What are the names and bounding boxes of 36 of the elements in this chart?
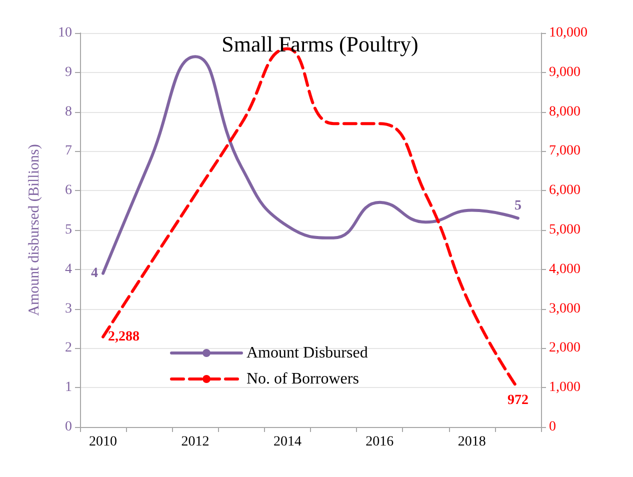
y2-tick-label: 3,000 (549, 301, 580, 316)
chart-title: Small Farms (Poultry) (222, 32, 418, 56)
line-series (102, 55, 520, 275)
y-axis-title: Amount disbursed (Billions) (26, 144, 42, 316)
x-tick-label: 2012 (181, 434, 210, 450)
y-tick-label: 2 (65, 340, 72, 356)
y2-tick-label: 1,000 (549, 380, 580, 396)
y2-tick-label: 5,000 (549, 222, 580, 238)
y2-tick-label: 8,000 (549, 104, 580, 120)
y-tick-label: 7 (65, 144, 72, 159)
y-tick-label: 0 (65, 420, 72, 434)
y2-tick-label: 10,000 (549, 26, 588, 40)
x-tick-label: 2014 (273, 434, 302, 450)
y-tick-label: 8 (65, 104, 72, 120)
y2-tick-label: 9,000 (549, 64, 580, 80)
x-tick-label: 2016 (366, 434, 394, 450)
y-tick-label: 6 (65, 183, 72, 198)
data-label: 4 (91, 266, 98, 281)
y-tick-label: 5 (65, 222, 72, 238)
data-label: 972 (507, 393, 528, 408)
data-label: 5 (514, 198, 522, 214)
y-tick-label: 1 (65, 380, 72, 396)
y2-tick-label: 0 (549, 420, 556, 434)
y-tick-label: 4 (65, 262, 72, 277)
legend-label: Amount Disbursed (246, 344, 368, 362)
y2-tick-label: 6,000 (549, 183, 580, 198)
y-tick-label: 10 (58, 26, 72, 40)
x-tick-label: 2018 (458, 434, 486, 450)
y-tick-label: 9 (65, 64, 72, 80)
y2-tick-label: 7,000 (549, 144, 580, 159)
y2-tick-label: 2,000 (549, 340, 580, 356)
y-tick-label: 3 (65, 301, 72, 316)
legend-label: No. of Borrowers (246, 370, 359, 388)
y2-tick-label: 4,000 (549, 262, 580, 277)
data-label: 2,288 (108, 329, 140, 344)
x-tick-label: 2010 (89, 434, 118, 450)
